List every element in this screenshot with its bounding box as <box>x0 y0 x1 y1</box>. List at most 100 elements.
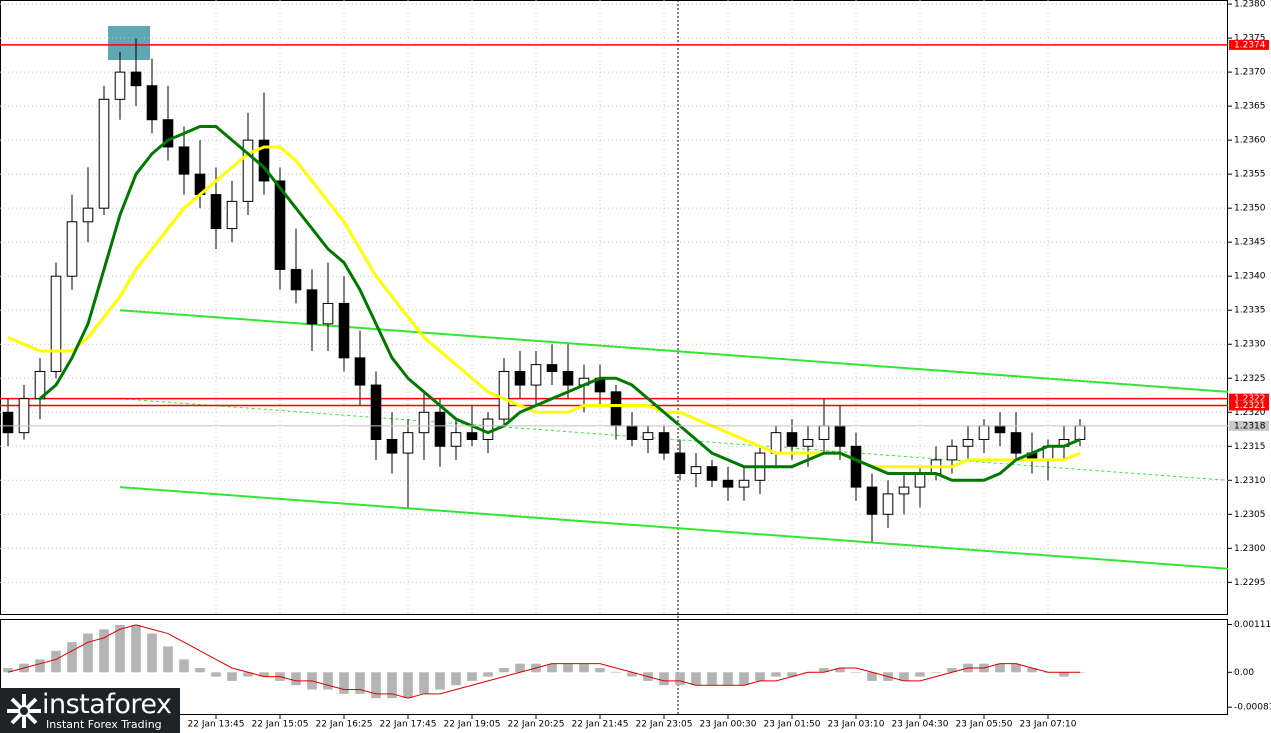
candle-body <box>658 432 670 454</box>
y-tick-label: 1.2345 <box>1234 238 1266 248</box>
macd-bar <box>947 667 957 673</box>
candle-body <box>226 200 238 230</box>
y-tick-label: 1.2380 <box>1234 0 1266 10</box>
candle-body <box>242 139 254 202</box>
candle-body <box>610 391 622 427</box>
macd-bar <box>819 667 829 673</box>
candle-body <box>530 364 542 386</box>
macd-bar <box>3 667 13 673</box>
macd-bar <box>499 667 509 673</box>
macd-bar <box>707 672 717 686</box>
y-tick-label: 1.2370 <box>1234 68 1266 78</box>
macd-bar <box>867 672 877 681</box>
macd-bar <box>739 672 749 686</box>
x-tick-label: 23 Jan 00:30 <box>700 720 757 730</box>
candle-body <box>802 438 814 447</box>
macd-y-tick-label: 0.00111 <box>1234 620 1271 630</box>
candle-body <box>34 370 46 400</box>
y-tick-label: 1.2315 <box>1234 442 1266 452</box>
moving-average <box>7 145 1081 469</box>
candle-body <box>434 411 446 447</box>
highlight-box <box>108 26 150 60</box>
macd-bar <box>35 659 45 673</box>
candle-body <box>146 85 158 121</box>
macd-bar <box>243 672 253 677</box>
x-tick-label: 23 Jan 05:50 <box>956 720 1013 730</box>
macd-bar <box>467 672 477 681</box>
candle-body <box>386 438 398 454</box>
macd-y-tick-label: 0.00 <box>1234 668 1254 678</box>
candle-body <box>18 398 30 434</box>
x-tick-label: 22 Jan 15:05 <box>252 720 309 730</box>
macd-bar <box>115 624 125 673</box>
candle-body <box>130 71 142 87</box>
x-tick-label: 23 Jan 07:10 <box>1020 720 1077 730</box>
x-tick-label: 23 Jan 01:50 <box>764 720 821 730</box>
macd-bar <box>131 624 141 673</box>
candle-body <box>322 302 334 325</box>
macd-signal <box>7 624 1080 699</box>
candle-body <box>898 486 910 495</box>
price-label-bg <box>1229 420 1269 431</box>
candle-body <box>1074 425 1086 440</box>
logo-icon <box>7 694 41 728</box>
candle-body <box>882 493 894 515</box>
candle-body <box>626 425 638 440</box>
candle-body <box>2 411 14 434</box>
macd-bar <box>931 672 941 673</box>
candle-body <box>498 370 510 420</box>
price-label: 1.2322 <box>1234 394 1266 404</box>
candle-body <box>690 466 702 474</box>
macd-bar <box>835 667 845 673</box>
candle-body <box>162 119 174 148</box>
candle-body <box>962 438 974 447</box>
candle-body <box>450 432 462 447</box>
macd-bar <box>419 672 429 694</box>
macd-bar <box>483 672 493 677</box>
candle-body <box>866 486 878 515</box>
x-tick-label: 22 Jan 13:45 <box>188 720 245 730</box>
moving-average <box>39 125 1081 482</box>
macd-bar <box>899 672 909 681</box>
candle-body <box>82 207 94 223</box>
x-tick-label: 22 Jan 19:05 <box>444 720 501 730</box>
macd-bar <box>355 672 365 694</box>
logo-name: instaforex <box>42 689 172 720</box>
macd-bar <box>67 642 77 673</box>
candle-body <box>818 425 830 440</box>
macd-bar <box>723 672 733 686</box>
candle-body <box>786 432 798 447</box>
candle-body <box>482 418 494 440</box>
candle-body <box>274 180 286 270</box>
candle-body <box>50 275 62 372</box>
x-tick-label: 22 Jan 20:25 <box>508 720 565 730</box>
candle-body <box>370 384 382 440</box>
y-tick-label: 1.2365 <box>1234 102 1266 112</box>
macd-bar <box>851 672 861 673</box>
macd-bar <box>675 672 685 686</box>
macd-bar <box>515 663 525 673</box>
candle-body <box>354 357 366 386</box>
macd-bar <box>179 659 189 673</box>
candle-body <box>210 194 222 230</box>
y-tick-label: 1.2310 <box>1234 476 1266 486</box>
y-tick-label: 1.2305 <box>1234 510 1266 520</box>
y-tick-label: 1.2355 <box>1234 170 1266 180</box>
x-tick-label: 22 Jan 17:45 <box>380 720 437 730</box>
macd-bar <box>403 672 413 699</box>
price-label: 1.2374 <box>1234 40 1266 50</box>
y-tick-label: 1.2360 <box>1234 136 1266 146</box>
candle-body <box>738 479 750 488</box>
trend-line <box>119 309 1229 393</box>
candle-body <box>418 411 430 434</box>
macd-bar <box>435 672 445 690</box>
candle-body <box>562 370 574 386</box>
y-tick-label: 1.2320 <box>1234 408 1266 418</box>
macd-bar <box>451 672 461 686</box>
candle-body <box>706 466 718 481</box>
macd-bar <box>563 663 573 673</box>
candle-body <box>466 432 478 440</box>
candle-body <box>946 445 958 461</box>
macd-bar <box>915 672 925 677</box>
